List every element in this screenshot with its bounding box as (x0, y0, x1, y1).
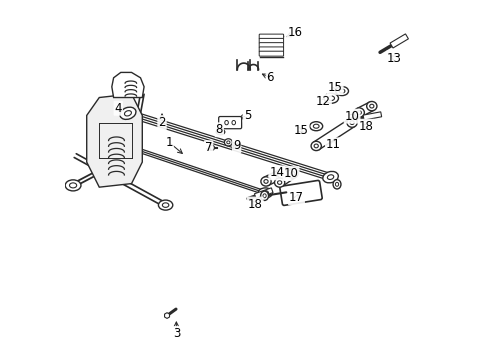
Ellipse shape (231, 121, 235, 125)
Text: 15: 15 (327, 81, 342, 94)
Ellipse shape (124, 111, 131, 116)
Text: 17: 17 (288, 192, 304, 204)
Text: 18: 18 (247, 198, 262, 211)
Ellipse shape (366, 102, 376, 111)
Ellipse shape (260, 191, 268, 201)
Ellipse shape (324, 93, 338, 103)
Ellipse shape (280, 172, 284, 175)
Ellipse shape (263, 194, 265, 198)
FancyBboxPatch shape (218, 117, 241, 129)
Text: 1: 1 (165, 136, 173, 149)
Text: 10: 10 (283, 167, 298, 180)
Ellipse shape (327, 96, 334, 100)
Ellipse shape (356, 111, 361, 114)
Text: 12: 12 (315, 95, 330, 108)
FancyBboxPatch shape (279, 180, 322, 206)
Polygon shape (264, 169, 284, 186)
Ellipse shape (309, 122, 322, 131)
Text: 9: 9 (232, 139, 240, 152)
Ellipse shape (261, 177, 270, 186)
Ellipse shape (210, 145, 214, 150)
FancyBboxPatch shape (259, 47, 283, 52)
Ellipse shape (332, 180, 340, 189)
Text: 8: 8 (215, 123, 223, 136)
Ellipse shape (349, 121, 353, 125)
Ellipse shape (224, 121, 228, 125)
Text: 4: 4 (114, 102, 122, 115)
Ellipse shape (290, 172, 294, 175)
Ellipse shape (162, 203, 168, 207)
Ellipse shape (277, 169, 286, 178)
Text: 10: 10 (344, 110, 359, 123)
Ellipse shape (327, 175, 333, 180)
Ellipse shape (313, 124, 319, 128)
FancyBboxPatch shape (259, 39, 283, 43)
FancyBboxPatch shape (259, 42, 283, 48)
Polygon shape (277, 170, 295, 186)
Ellipse shape (226, 141, 229, 144)
Ellipse shape (353, 108, 364, 117)
Text: 11: 11 (325, 138, 340, 151)
Ellipse shape (69, 183, 77, 188)
Ellipse shape (262, 191, 268, 195)
Ellipse shape (369, 104, 373, 108)
Text: 15: 15 (293, 124, 308, 138)
Ellipse shape (274, 178, 284, 187)
Text: 18: 18 (358, 120, 373, 133)
Ellipse shape (218, 131, 222, 133)
FancyBboxPatch shape (259, 51, 283, 56)
Ellipse shape (287, 169, 297, 178)
Text: 14: 14 (269, 166, 284, 179)
Ellipse shape (335, 86, 348, 96)
Text: 2: 2 (158, 116, 165, 129)
Text: 5: 5 (243, 109, 250, 122)
Text: 7: 7 (204, 141, 212, 154)
Polygon shape (363, 112, 381, 120)
Polygon shape (356, 102, 373, 117)
Ellipse shape (258, 188, 272, 198)
FancyBboxPatch shape (259, 34, 283, 39)
Ellipse shape (264, 180, 267, 183)
Ellipse shape (277, 181, 281, 184)
Ellipse shape (335, 182, 338, 186)
Ellipse shape (158, 200, 172, 210)
Ellipse shape (120, 107, 136, 120)
Ellipse shape (346, 118, 356, 127)
Ellipse shape (313, 144, 318, 148)
Text: 3: 3 (172, 327, 180, 340)
Polygon shape (389, 34, 407, 48)
Text: 6: 6 (266, 71, 273, 84)
Ellipse shape (65, 180, 81, 191)
Ellipse shape (216, 129, 224, 135)
Ellipse shape (322, 171, 338, 183)
Text: 16: 16 (286, 27, 302, 40)
Polygon shape (313, 119, 354, 150)
Polygon shape (112, 72, 144, 98)
Ellipse shape (310, 141, 321, 150)
Polygon shape (254, 188, 272, 198)
Ellipse shape (339, 89, 344, 93)
Text: 13: 13 (386, 51, 401, 64)
Polygon shape (86, 94, 142, 187)
Polygon shape (164, 313, 169, 319)
Ellipse shape (224, 139, 232, 146)
